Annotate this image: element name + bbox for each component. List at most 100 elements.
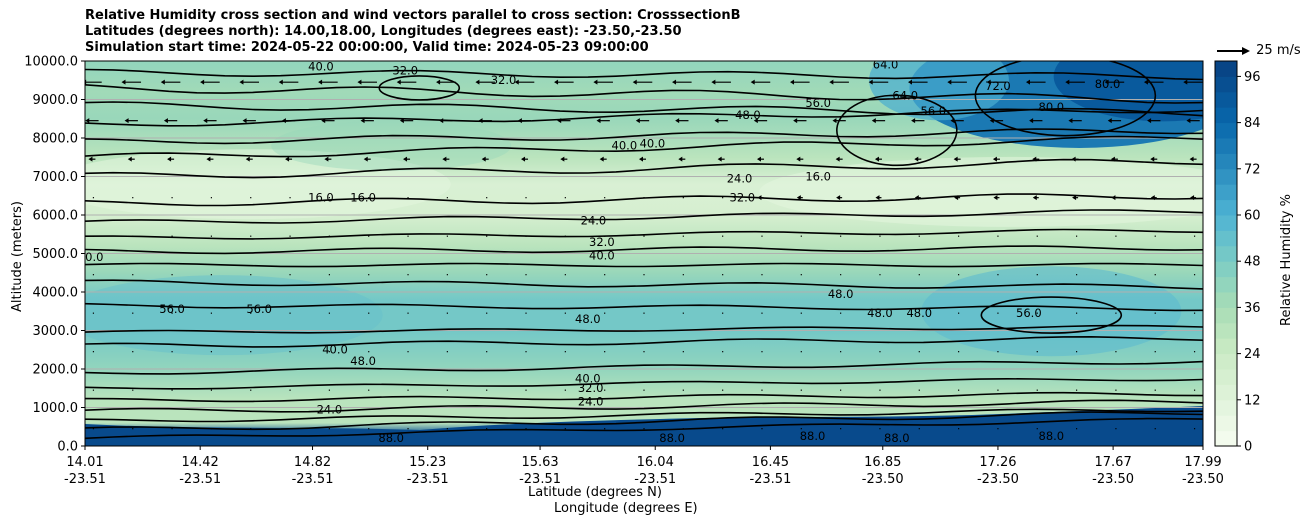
colorbar-tick-label: 12 <box>1244 393 1261 408</box>
colorbar-segment <box>1215 430 1237 447</box>
colorbar-tick-label: 60 <box>1244 209 1261 224</box>
wind-vector-head <box>950 118 955 124</box>
wind-vector-head <box>206 156 211 162</box>
contour-label: 40.0 <box>612 139 638 153</box>
wind-vector-head <box>245 156 250 162</box>
colorbar-segment <box>1215 338 1237 355</box>
contour-label: 40.0 <box>322 343 348 357</box>
wind-vector-head <box>442 156 447 162</box>
contour-label: 48.0 <box>867 306 893 320</box>
x-tick-label-lon: -23.51 <box>749 472 791 487</box>
colorbar-segment <box>1215 245 1237 262</box>
colorbar-segment <box>1215 307 1237 324</box>
wind-vector-head <box>360 118 365 124</box>
colorbar: 0 12 24 36 48 60 72 84 96 <box>1214 60 1261 455</box>
contour-label: 64.0 <box>873 58 899 72</box>
contour-label: 40.0 <box>589 248 615 262</box>
contour-line <box>85 335 1203 348</box>
contour-label: 16.0 <box>350 191 376 205</box>
contour-label: 88.0 <box>378 431 404 445</box>
colorbar-segment <box>1215 230 1237 247</box>
wind-vector-head <box>632 79 637 85</box>
wind-vector-head <box>478 118 483 124</box>
contour-line <box>85 324 1203 334</box>
wind-vector-head <box>678 156 683 162</box>
wind-vector-head <box>1032 195 1037 201</box>
colorbar-segment <box>1215 168 1237 185</box>
x-tick-label-lon: -23.51 <box>292 472 334 487</box>
contour-label: 48.0 <box>575 312 601 326</box>
wind-vector-head <box>278 79 283 85</box>
contour-label: 80.0 <box>1039 100 1065 114</box>
contour-line <box>85 302 1203 312</box>
wind-vector-head <box>954 195 959 201</box>
wind-vector-head <box>868 79 873 85</box>
colorbar-segment <box>1215 122 1237 139</box>
contour-label: 40.0 <box>640 137 666 151</box>
wind-vector-head <box>992 156 997 162</box>
contour-closed <box>378 75 461 101</box>
wind-vector-head <box>1150 195 1155 201</box>
y-tick-label: 1000.0 <box>33 401 79 416</box>
wind-vector-head <box>200 79 205 85</box>
y-axis-label: Altitude (meters) <box>10 201 25 312</box>
contour-line <box>85 377 1203 390</box>
y-tick-label: 3000.0 <box>33 324 79 339</box>
contour-label: 32.0 <box>578 381 604 395</box>
wind-vector-head <box>1190 195 1195 201</box>
x-axis-label-longitude: Longitude (degrees E) <box>554 501 698 516</box>
wind-vector-head <box>1025 79 1030 85</box>
wind-vector-head <box>986 79 991 85</box>
colorbar-tick-label: 24 <box>1244 347 1261 362</box>
colorbar-tick-label: 36 <box>1244 301 1261 316</box>
x-tick-label-lon: -23.51 <box>407 472 449 487</box>
wind-vector-head <box>121 79 126 85</box>
contour-label: 32.0 <box>730 191 756 205</box>
x-tick-label-lon: -23.50 <box>862 472 904 487</box>
contour-line <box>85 108 1203 127</box>
contour-label: 56.0 <box>1016 306 1042 320</box>
contour-label: 80.0 <box>1095 77 1121 91</box>
wind-vector-head <box>1072 195 1077 201</box>
contour-line <box>85 158 1203 179</box>
moist-patch-upper-left <box>271 120 512 171</box>
wind-vector-head <box>1065 79 1070 85</box>
contour-label: 32.0 <box>392 63 418 77</box>
y-axis: 0.0 1000.0 2000.0 3000.0 4000.0 5000.0 6000.0 7… <box>24 55 85 455</box>
colorbar-segment <box>1215 138 1237 154</box>
contour-label: 88.0 <box>1039 429 1065 443</box>
x-tick-label-lat: 14.42 <box>182 455 219 470</box>
colorbar-segment <box>1215 153 1237 170</box>
x-tick-label-lon: -23.50 <box>977 472 1019 487</box>
colorbar-label: Relative Humidity % <box>1279 194 1294 326</box>
wind-vector-head <box>753 118 758 124</box>
wind-vector-head <box>993 195 998 201</box>
colorbar-segment <box>1215 415 1237 432</box>
wind-vector-head <box>1186 118 1191 124</box>
wind-vector-head <box>793 118 798 124</box>
colorbar-segment <box>1215 215 1237 231</box>
x-tick-label-lat: 16.04 <box>637 455 674 470</box>
y-tick-label: 2000.0 <box>33 363 79 378</box>
colorbar-segment <box>1215 384 1237 401</box>
x-axis-label-latitude: Latitude (degrees N) <box>528 485 662 500</box>
x-tick-label-lat: 16.45 <box>752 455 789 470</box>
wind-vector-head <box>790 79 795 85</box>
x-tick-label-lat: 14.01 <box>66 455 103 470</box>
reference-vector-key: 25 m/s <box>1216 43 1301 58</box>
x-tick-label-lon: -23.50 <box>1092 472 1134 487</box>
contour-label: 32.0 <box>589 235 615 249</box>
moist-upper-corner <box>1053 61 1203 122</box>
y-tick-label: 6000.0 <box>33 209 79 224</box>
x-tick-label-lat: 17.99 <box>1184 455 1221 470</box>
x-tick-label-lon: -23.51 <box>634 472 676 487</box>
wind-vector-head <box>1189 156 1194 162</box>
wind-vector-head <box>1107 118 1112 124</box>
wind-vector-head <box>167 156 172 162</box>
reference-arrow-icon <box>1217 46 1250 55</box>
contour-line <box>85 262 1203 268</box>
contour-label: 24.0 <box>317 402 343 416</box>
wind-vector-head <box>835 156 840 162</box>
wind-vector-head <box>281 118 286 124</box>
